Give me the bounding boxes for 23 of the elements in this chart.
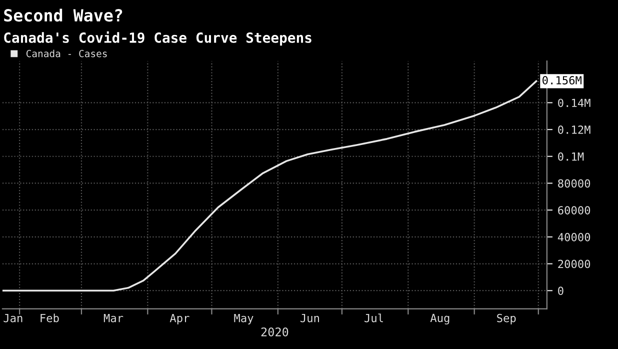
annotation: 0.156M bbox=[542, 76, 582, 84]
y-tick-label: 0.14M bbox=[558, 98, 590, 108]
y-tick-label: 40000 bbox=[558, 232, 590, 242]
x-tick-label: Jun bbox=[300, 314, 319, 322]
y-tick-label: 20000 bbox=[558, 260, 590, 268]
chart-title: Second Wave? bbox=[4, 8, 122, 22]
x-tick-label: Mar bbox=[104, 314, 124, 322]
x-tick-label: Jan bbox=[4, 314, 22, 322]
y-tick-label: 0.1M bbox=[558, 152, 584, 161]
y-tick-label: 0 bbox=[558, 286, 564, 296]
x-axis-title: 2020 bbox=[261, 327, 288, 336]
y-tick-label: 80000 bbox=[558, 179, 590, 188]
y-tick-label: 60000 bbox=[558, 206, 590, 214]
line-series bbox=[2, 80, 538, 292]
legend-label: Canada - Cases bbox=[26, 50, 107, 58]
x-tick-label: Aug bbox=[430, 314, 450, 324]
x-tick-label: Feb bbox=[40, 314, 59, 322]
x-tick-label: Apr bbox=[170, 314, 190, 324]
chart-subtitle: Canada's Covid-19 Case Curve Steepens bbox=[4, 31, 312, 46]
x-tick-label: May bbox=[234, 314, 254, 324]
x-tick-label: Jul bbox=[364, 314, 383, 322]
y-tick-label: 0.12M bbox=[558, 126, 590, 134]
x-tick-label: Sep bbox=[497, 314, 516, 324]
